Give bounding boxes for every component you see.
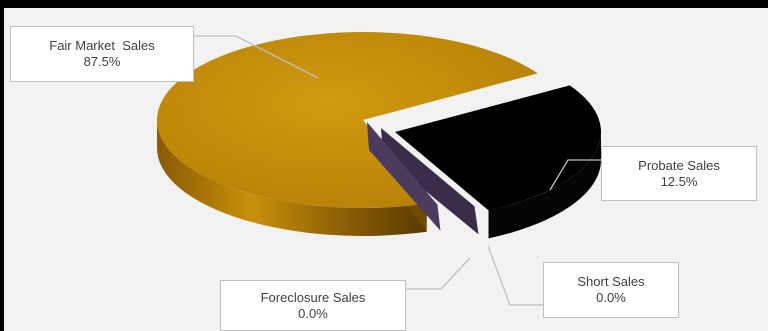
label-fair-market-name: Fair Market Sales (49, 38, 155, 53)
label-foreclosure-sales: Foreclosure Sales 0.0% (220, 280, 406, 331)
label-probate-pct: 12.5% (660, 173, 698, 189)
pie-slices (157, 32, 601, 239)
label-short-pct: 0.0% (596, 290, 626, 305)
slice-probate-side (488, 132, 601, 239)
slice-fair-market-side (157, 120, 427, 236)
label-foreclosure-name: Foreclosure Sales (260, 289, 366, 305)
slice-foreclosure-sales (367, 122, 441, 231)
label-foreclosure-pct: 0.0% (298, 305, 328, 321)
leader-foreclosure (406, 257, 471, 290)
slice-short-sales (381, 128, 479, 235)
label-probate-sales: Probate Sales 12.5% (601, 146, 757, 201)
label-short-sales: Short Sales 0.0% (543, 262, 679, 318)
label-short-name: Short Sales (577, 274, 645, 289)
label-probate-name: Probate Sales (638, 157, 720, 173)
label-fair-market-pct: 87.5% (83, 54, 121, 69)
leader-short (487, 245, 543, 306)
leader-fair-market (194, 35, 319, 79)
slice-probate-top (395, 85, 601, 211)
label-fair-market-sales: Fair Market Sales 87.5% (10, 26, 194, 82)
leader-lines (194, 35, 601, 306)
slice-fair-market-top (157, 32, 538, 208)
leader-probate (549, 159, 601, 191)
